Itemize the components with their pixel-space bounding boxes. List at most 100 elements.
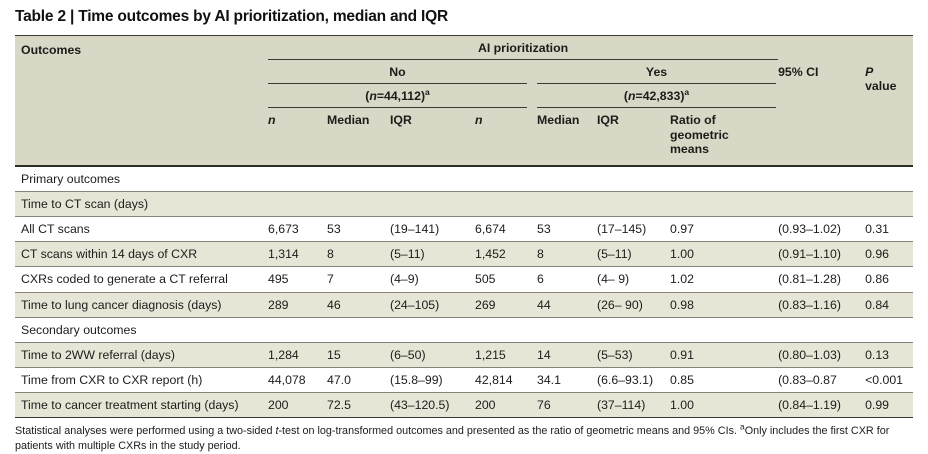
header-spacer-ci <box>778 35 866 61</box>
no-group-n: (n=44,112)a <box>268 84 537 109</box>
yes-n-cell: 505 <box>475 266 537 293</box>
section-label: Secondary outcomes <box>15 316 914 343</box>
no-iqr-cell: (24–105) <box>390 291 475 318</box>
p-value-header: P value <box>865 60 914 167</box>
no-iqr-cell: (19–141) <box>390 216 475 242</box>
no-n-cell: 44,078 <box>268 366 327 393</box>
table-footnote: Statistical analyses were performed usin… <box>15 421 890 453</box>
no-median-cell: 7 <box>327 266 390 293</box>
ai-prioritization-header: AI prioritization <box>268 35 779 61</box>
yes-iqr-cell: (6.6–93.1) <box>597 366 670 393</box>
yes-group-n: (n=42,833)a <box>537 84 779 109</box>
page-title: Table 2 | Time outcomes by AI prioritiza… <box>15 8 449 25</box>
table-row: All CT scans 6,673 53 (19–141) 6,674 53 … <box>15 216 914 242</box>
yes-n-cell: 42,814 <box>475 366 537 393</box>
no-median-cell: 53 <box>327 216 390 242</box>
outcome-label: CXRs coded to generate a CT referral <box>15 266 268 293</box>
ratio-cell: 1.00 <box>670 241 779 267</box>
yes-median-cell: 44 <box>537 291 597 318</box>
no-n-cell: 289 <box>268 291 327 318</box>
outcome-label: Time to 2WW referral (days) <box>15 341 268 368</box>
p-value-cell: <0.001 <box>865 366 914 393</box>
ratio-cell: 0.91 <box>670 341 779 368</box>
yes-median-cell: 53 <box>537 216 597 242</box>
no-n-cell: 1,284 <box>268 341 327 368</box>
ci-cell: (0.91–1.10) <box>778 241 866 267</box>
no-n-cell: 200 <box>268 392 327 419</box>
no-median-cell: 15 <box>327 341 390 368</box>
yes-n-cell: 200 <box>475 392 537 419</box>
header-row-group: Outcomes AI prioritization <box>15 34 914 167</box>
yes-iqr-cell: (5–11) <box>597 241 670 267</box>
ratio-cell: 0.97 <box>670 216 779 242</box>
no-iqr-cell: (43–120.5) <box>390 392 475 419</box>
yes-median-cell: 6 <box>537 266 597 293</box>
p-value-cell: 0.13 <box>865 341 914 368</box>
yes-iqr-cell: (4– 9) <box>597 266 670 293</box>
outcome-label: Time from CXR to CXR report (h) <box>15 366 268 393</box>
ratio-cell: 0.98 <box>670 291 779 318</box>
p-value-cell: 0.31 <box>865 216 914 242</box>
yes-iqr-cell: (26– 90) <box>597 291 670 318</box>
table-header: Outcomes AI prioritization No Yes 95% CI… <box>15 34 914 167</box>
section-row: Primary outcomes <box>15 165 914 192</box>
table-row: Time from CXR to CXR report (h) 44,078 4… <box>15 366 914 393</box>
ci-header: 95% CI <box>778 60 866 167</box>
no-median-cell: 46 <box>327 291 390 318</box>
no-median-cell: 8 <box>327 241 390 267</box>
header-spacer-p <box>865 35 914 61</box>
ratio-cell: 1.02 <box>670 266 779 293</box>
col-header-n-yes: n <box>475 108 537 167</box>
section-row: Secondary outcomes <box>15 316 914 343</box>
table-row: Time to cancer treatment starting (days)… <box>15 392 914 419</box>
yes-iqr-cell: (5–53) <box>597 341 670 368</box>
table-row: Time to 2WW referral (days) 1,284 15 (6–… <box>15 341 914 368</box>
yes-median-cell: 34.1 <box>537 366 597 393</box>
yes-n-cell: 1,215 <box>475 341 537 368</box>
no-n-cell: 1,314 <box>268 241 327 267</box>
outcomes-table: Outcomes AI prioritization No Yes 95% CI… <box>15 34 914 419</box>
yes-group-header: Yes <box>537 60 779 85</box>
yes-n-cell: 1,452 <box>475 241 537 267</box>
no-median-cell: 72.5 <box>327 392 390 419</box>
ci-cell: (0.80–1.03) <box>778 341 866 368</box>
ratio-cell: 0.85 <box>670 366 779 393</box>
no-n-cell: 495 <box>268 266 327 293</box>
outcome-label: All CT scans <box>15 216 268 242</box>
ci-cell: (0.84–1.19) <box>778 392 866 419</box>
ai-prioritization-label: AI prioritization <box>268 36 779 61</box>
outcome-label: Time to cancer treatment starting (days) <box>15 392 268 419</box>
col-header-median-yes: Median <box>537 108 597 167</box>
p-value-cell: 0.96 <box>865 241 914 267</box>
no-n-cell: 6,673 <box>268 216 327 242</box>
yes-iqr-cell: (37–114) <box>597 392 670 419</box>
no-iqr-cell: (4–9) <box>390 266 475 293</box>
no-iqr-cell: (6–50) <box>390 341 475 368</box>
section-label: Primary outcomes <box>15 165 914 192</box>
p-value-cell: 0.84 <box>865 291 914 318</box>
table-row: Time to lung cancer diagnosis (days) 289… <box>15 291 914 318</box>
col-header-median-no: Median <box>327 108 390 167</box>
table-row: CT scans within 14 days of CXR 1,314 8 (… <box>15 241 914 267</box>
yes-n-cell: 269 <box>475 291 537 318</box>
table-row: CXRs coded to generate a CT referral 495… <box>15 266 914 293</box>
table-body: Primary outcomes Time to CT scan (days) … <box>15 165 914 419</box>
yes-median-cell: 76 <box>537 392 597 419</box>
yes-group-label: Yes <box>537 60 777 85</box>
no-group-header: No <box>268 60 537 85</box>
header-row-columns: n Median IQR n Median IQR Ratio of geome… <box>15 108 913 167</box>
header-row-n-counts: (n=44,112)a (n=42,833)a <box>15 84 913 109</box>
col-header-iqr-no: IQR <box>390 108 475 167</box>
outcome-label: CT scans within 14 days of CXR <box>15 241 268 267</box>
no-iqr-cell: (5–11) <box>390 241 475 267</box>
yes-median-cell: 14 <box>537 341 597 368</box>
header-row-no-yes: No Yes 95% CI P value <box>15 60 914 167</box>
no-median-cell: 47.0 <box>327 366 390 393</box>
ratio-cell: 1.00 <box>670 392 779 419</box>
col-header-iqr-yes: IQR <box>597 108 670 167</box>
outcome-label: Time to lung cancer diagnosis (days) <box>15 291 268 318</box>
no-group-label: No <box>268 60 527 85</box>
yes-median-cell: 8 <box>537 241 597 267</box>
section-row: Time to CT scan (days) <box>15 190 914 217</box>
